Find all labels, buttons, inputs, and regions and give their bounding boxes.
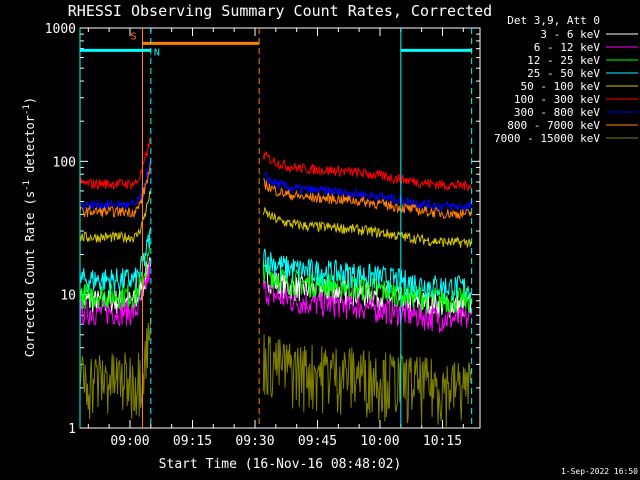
legend-label-4: 50 - 100 keV [521, 80, 601, 93]
legend-label-2: 12 - 25 keV [527, 54, 600, 67]
plot-area: 1 10 100 1000 09:00 09:15 09:30 09:45 10:00 10:15… [45, 22, 481, 449]
flag-label-0: S [131, 31, 137, 42]
generated-timestamp: 1-Sep-2022 16:50 [561, 467, 638, 476]
chart-title: RHESSI Observing Summary Count Rates, Co… [68, 2, 492, 20]
series-4 [79, 190, 472, 248]
series-line-3-0 [79, 227, 151, 295]
series-line-8-0 [79, 317, 151, 420]
series-5 [79, 136, 472, 192]
series-line-6-0 [79, 157, 151, 212]
legend-label-3: 25 - 50 keV [527, 67, 600, 80]
legend-label-6: 300 - 800 keV [514, 106, 600, 119]
y-axis-label: Corrected Count Rate (s-1 detector-1) [22, 97, 37, 357]
y-axis-label-main: Corrected Count Rate (s [23, 191, 37, 357]
series-6 [79, 157, 472, 212]
x-tick-label: 09:45 [298, 434, 337, 449]
series-line-4-1 [262, 206, 472, 248]
series-line-2-0 [79, 241, 151, 310]
y-tick-label: 10 [60, 289, 76, 304]
legend-label-5: 100 - 300 keV [514, 93, 600, 106]
series-8 [79, 317, 472, 429]
x-tick-label: 09:00 [110, 434, 149, 449]
y-axis-label-end: ) [23, 97, 37, 104]
x-tick-label: 09:15 [173, 434, 212, 449]
flag-label-1: N [154, 47, 160, 58]
x-tick-label: 10:15 [423, 434, 462, 449]
y-axis-label-mid: detector [23, 115, 37, 180]
y-tick-label: 100 [53, 155, 76, 170]
series-line-7-0 [79, 162, 151, 218]
series-line-7-1 [263, 178, 472, 220]
series-line-5-1 [262, 151, 472, 192]
legend-label-1: 6 - 12 keV [534, 41, 601, 54]
y-tick-label: 1 [68, 422, 76, 437]
y-axis-label-sup1: -1 [22, 180, 32, 191]
series-line-4-0 [79, 190, 151, 244]
legend-label-7: 800 - 7000 keV [507, 119, 600, 132]
series-line-3-1 [262, 248, 472, 301]
legend-label-0: 3 - 6 keV [540, 28, 600, 41]
y-axis-label-sup2: -1 [22, 104, 32, 115]
series-3 [79, 227, 472, 301]
x-axis-label: Start Time (16-Nov-16 08:48:02) [159, 457, 402, 472]
series-line-1-1 [262, 280, 472, 333]
x-tick-label: 10:00 [360, 434, 399, 449]
series-7 [79, 162, 472, 220]
series-line-6-1 [263, 172, 472, 212]
legend-title: Det 3,9, Att 0 [507, 14, 600, 27]
series-line-8-1 [262, 334, 472, 429]
series-line-5-0 [79, 136, 151, 191]
x-tick-label: 09:30 [235, 434, 274, 449]
legend-label-8: 7000 - 15000 keV [494, 132, 600, 145]
y-tick-label: 1000 [45, 22, 76, 37]
